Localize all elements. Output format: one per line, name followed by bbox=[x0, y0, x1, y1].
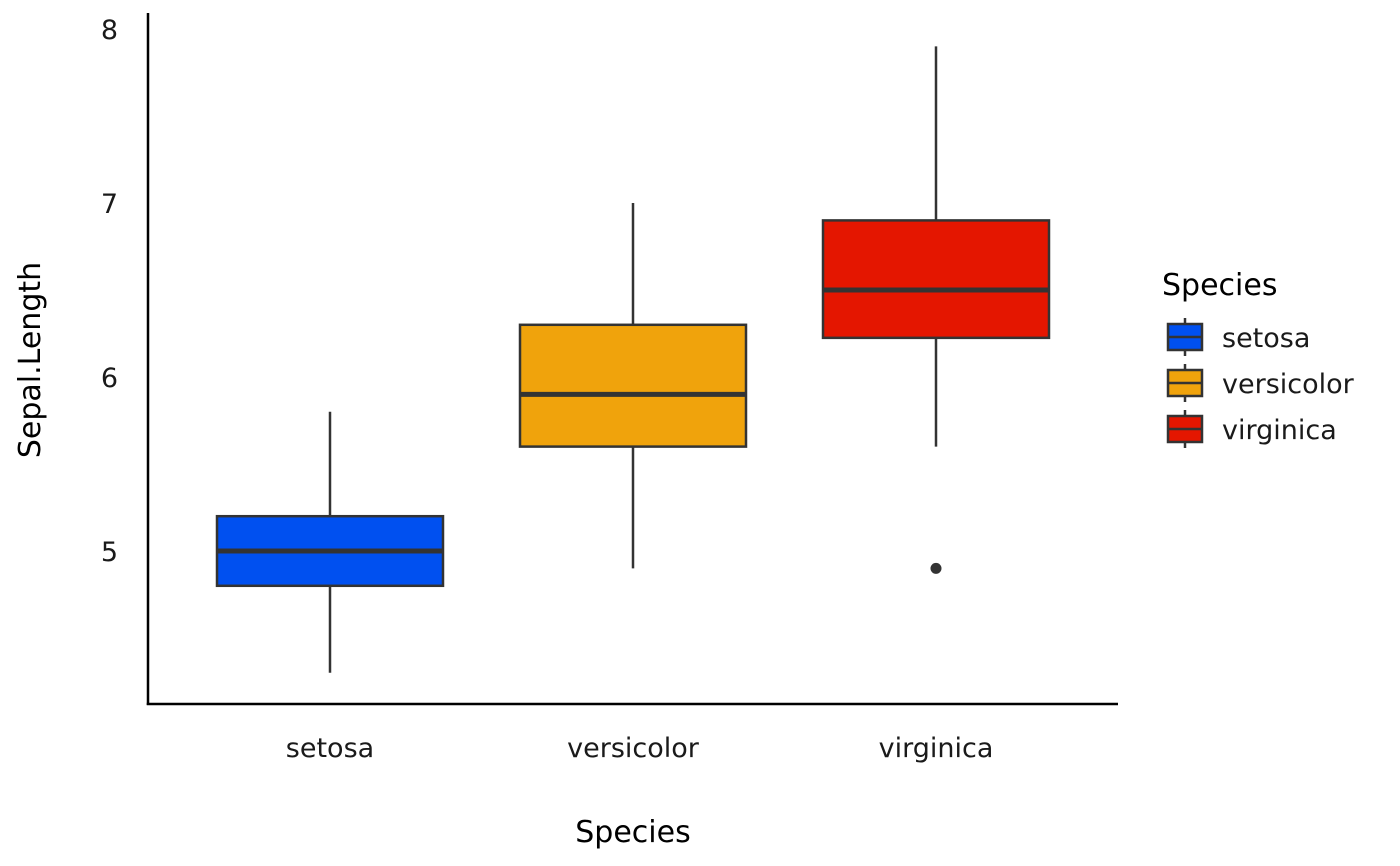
y-tick-label: 5 bbox=[101, 537, 118, 568]
y-tick-labels: 5 6 7 8 bbox=[101, 15, 118, 568]
x-tick-label-setosa: setosa bbox=[286, 733, 374, 764]
y-tick-label: 7 bbox=[101, 189, 118, 220]
y-tick-label: 8 bbox=[101, 15, 118, 46]
legend-label: virginica bbox=[1222, 415, 1337, 446]
legend-title: Species bbox=[1162, 268, 1277, 303]
axes-layer bbox=[146, 13, 1118, 706]
legend-label: setosa bbox=[1222, 323, 1310, 354]
outlier-point bbox=[930, 562, 942, 574]
box-iqr bbox=[518, 323, 748, 448]
boxes-layer bbox=[215, 46, 1051, 673]
legend-item-setosa: setosa bbox=[1166, 318, 1310, 356]
box-iqr bbox=[821, 219, 1051, 340]
box-virginica bbox=[821, 46, 1051, 574]
legend-label: versicolor bbox=[1222, 369, 1355, 400]
x-tick-label-virginica: virginica bbox=[879, 733, 994, 764]
x-tick-labels: setosa versicolor virginica bbox=[286, 733, 994, 764]
y-axis-title: Sepal.Length bbox=[13, 262, 48, 458]
x-tick-label-versicolor: versicolor bbox=[567, 733, 700, 764]
box-versicolor bbox=[518, 203, 748, 569]
legend-item-versicolor: versicolor bbox=[1166, 364, 1355, 402]
x-axis-title: Species bbox=[575, 815, 690, 850]
legend: Species setosa versicolor virginica bbox=[1162, 268, 1355, 448]
box-setosa bbox=[215, 411, 445, 673]
y-tick-label: 6 bbox=[101, 363, 118, 394]
legend-item-virginica: virginica bbox=[1166, 410, 1337, 448]
